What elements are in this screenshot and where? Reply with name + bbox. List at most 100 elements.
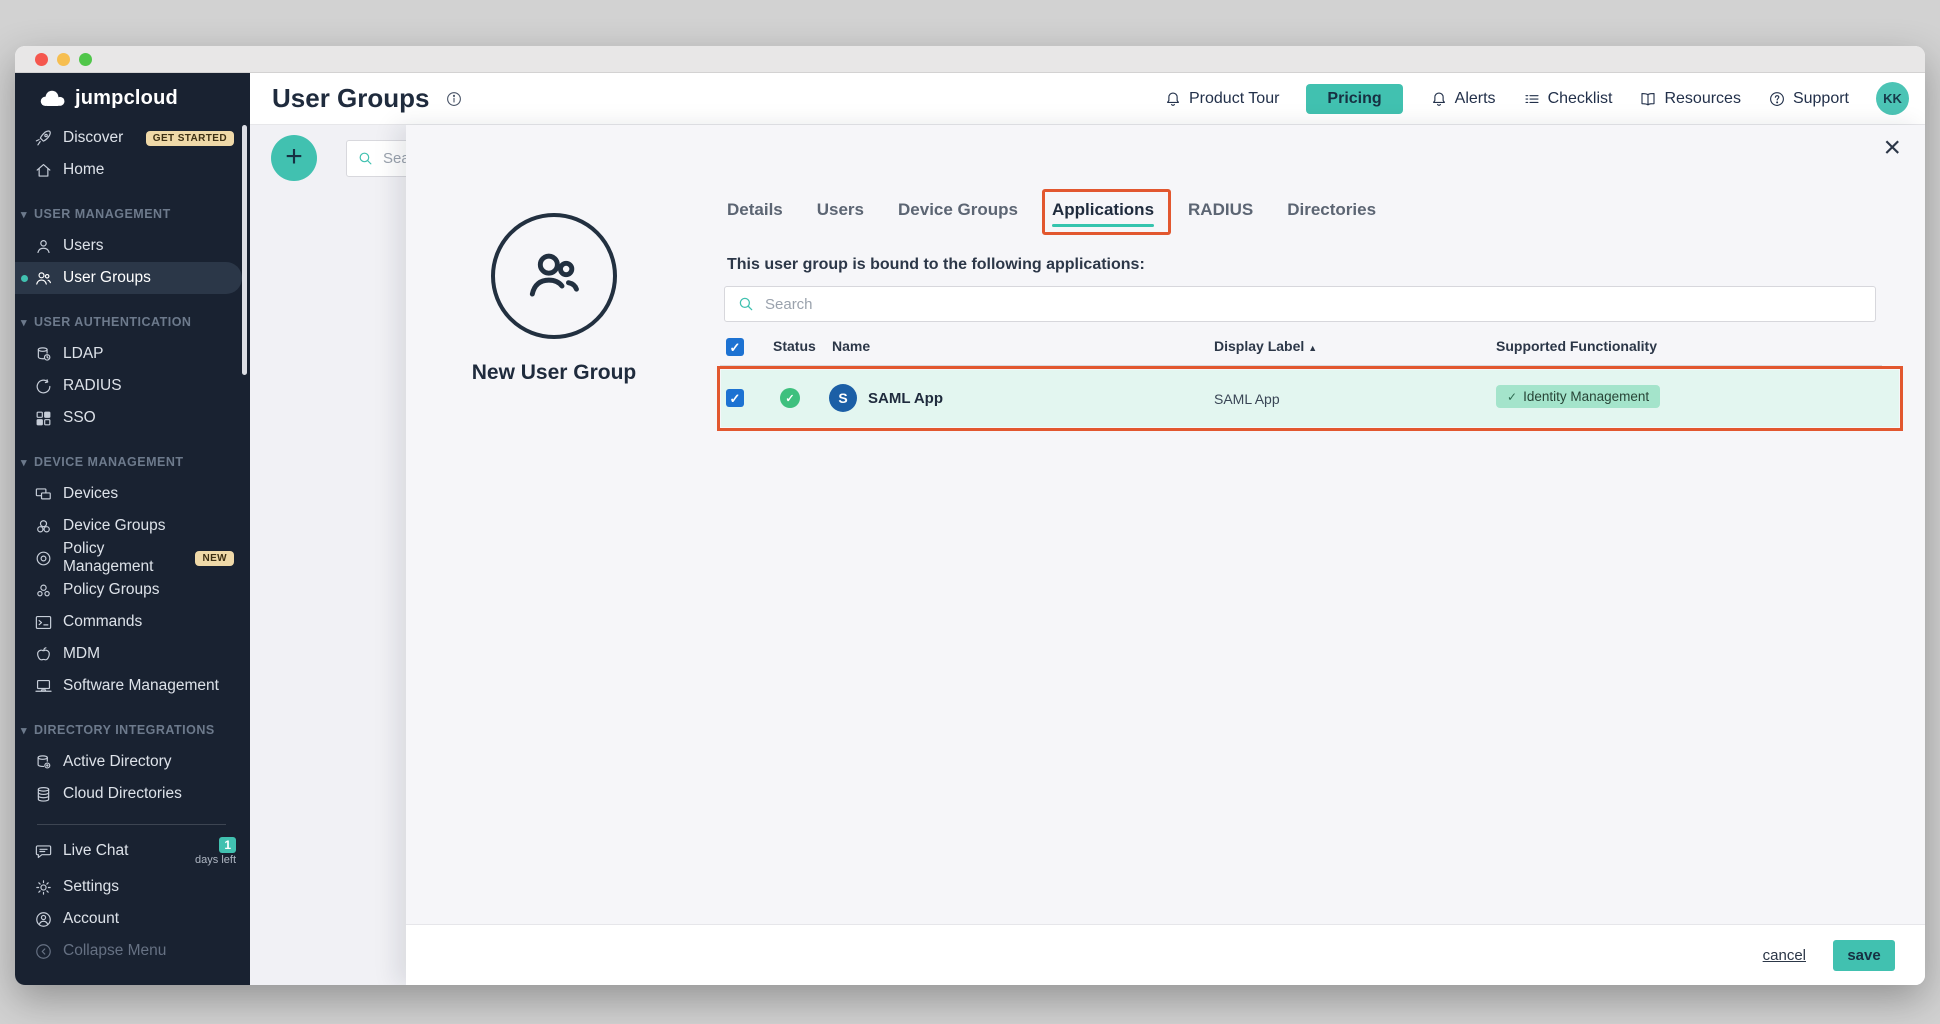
sidebar-item-label: Settings [63,878,120,895]
info-icon[interactable] [445,90,463,108]
section-title: DIRECTORY INTEGRATIONS [34,723,215,737]
resources-button[interactable]: Resources [1639,89,1741,108]
sidebar-item-policy-groups[interactable]: Policy Groups [15,574,250,606]
sidebar-section-user-management[interactable]: ▾ USER MANAGEMENT [15,198,250,230]
save-button[interactable]: save [1833,939,1895,971]
sidebar-item-mdm[interactable]: MDM [15,638,250,670]
sidebar-item-sso[interactable]: SSO [15,402,250,434]
tab-radius[interactable]: RADIUS [1188,200,1254,219]
stacked-disks-icon [34,785,53,804]
sidebar-item-label: Device Groups [63,517,166,534]
applications-search-input[interactable] [765,295,1863,313]
alerts-label: Alerts [1454,89,1496,107]
table-row[interactable] [721,370,1899,427]
sidebar-item-users[interactable]: Users [15,230,250,262]
alerts-button[interactable]: Alerts [1430,90,1496,108]
sidebar-item-account[interactable]: Account [15,903,250,935]
check-icon: ✓ [729,390,741,406]
support-button[interactable]: Support [1768,90,1849,108]
bell-icon [1164,90,1182,108]
sidebar-item-commands[interactable]: Commands [15,606,250,638]
panel-tabs: Details Users Device Groups Applications… [727,189,1377,235]
sidebar-item-label: Policy Management [63,540,154,575]
sidebar-item-label: Account [63,910,120,927]
pricing-button[interactable]: Pricing [1306,83,1403,114]
checklist-button[interactable]: Checklist [1523,90,1612,108]
chat-bubble-icon [34,842,53,861]
tab-device-groups[interactable]: Device Groups [898,200,1019,219]
sidebar-item-ldap[interactable]: LDAP [15,338,250,370]
section-title: USER MANAGEMENT [34,207,171,221]
group-name: New User Group [471,361,637,384]
column-header-status[interactable]: Status [773,338,816,354]
close-icon[interactable]: × [1883,131,1901,164]
sidebar-item-cloud-directories[interactable]: Cloud Directories [15,778,250,810]
check-icon: ✓ [1507,389,1518,404]
sidebar-item-collapse-menu[interactable]: Collapse Menu [15,935,250,967]
database-clock-icon [34,345,53,364]
bell-icon [1430,90,1448,108]
sidebar-item-active-directory[interactable]: Active Directory [15,746,250,778]
tab-details[interactable]: Details [727,200,783,219]
cancel-button[interactable]: cancel [1762,946,1806,964]
search-icon [357,150,374,167]
tab-users[interactable]: Users [816,200,865,219]
sidebar-item-label: User Groups [63,269,151,286]
sidebar-item-policy-management[interactable]: Policy Management NEW [15,540,250,575]
sidebar-item-device-groups[interactable]: Device Groups [15,510,250,542]
sidebar-item-user-groups[interactable]: User Groups [15,262,242,294]
search-icon [737,295,755,313]
book-icon [1639,90,1657,108]
app-window: jumpcloud Discover GET STARTED Home ▾ US… [15,46,1925,985]
radius-dial-icon [34,377,53,396]
sidebar-item-discover[interactable]: Discover GET STARTED [15,122,250,154]
select-all-checkbox[interactable]: ✓ [726,338,744,356]
home-icon [34,161,53,180]
sidebar-section-directory-integrations[interactable]: ▾ DIRECTORY INTEGRATIONS [15,714,250,746]
checklist-icon [1523,90,1541,108]
sort-asc-icon: ▲ [1308,343,1318,353]
days-left-label: days left [195,853,236,866]
column-header-name[interactable]: Name [832,338,871,354]
days-left-count-badge: 1 [219,836,236,853]
section-title: DEVICE MANAGEMENT [34,455,184,469]
question-circle-icon [1768,90,1786,108]
sidebar-item-label: Cloud Directories [63,785,182,802]
column-header-supported-functionality[interactable]: Supported Functionality [1496,338,1657,354]
sidebar-item-settings[interactable]: Settings [15,871,250,903]
app-name: SAML App [868,390,943,407]
apple-icon [34,645,53,664]
sidebar-item-home[interactable]: Home [15,154,250,186]
sidebar-section-device-management[interactable]: ▾ DEVICE MANAGEMENT [15,446,250,478]
check-icon: ✓ [729,339,741,355]
resources-label: Resources [1664,89,1741,107]
applications-search [724,286,1876,322]
sidebar-item-radius[interactable]: RADIUS [15,370,250,402]
jumpcloud-logo[interactable]: jumpcloud [15,73,250,116]
sidebar-item-label: Software Management [63,677,219,694]
sidebar-item-live-chat[interactable]: Live Chat 1 days left [15,831,250,871]
row-checkbox[interactable]: ✓ [726,389,744,407]
sidebar-item-software-management[interactable]: Software Management [15,670,250,702]
sidebar-item-label: Commands [63,613,143,630]
user-avatar[interactable]: KK [1876,82,1909,115]
minimize-window-button[interactable] [57,52,70,66]
plus-icon: + [285,139,303,173]
sidebar-item-label: Active Directory [63,753,172,770]
tab-directories[interactable]: Directories [1287,200,1377,219]
chevron-down-icon: ▾ [21,316,28,329]
sidebar-item-devices[interactable]: Devices [15,478,250,510]
page-header: User Groups Product Tour Pricing Alerts [250,73,1925,125]
zoom-window-button[interactable] [79,52,92,66]
sidebar-scrollbar-thumb[interactable] [242,125,247,375]
add-user-group-button[interactable]: + [271,135,317,181]
sidebar-section-user-authentication[interactable]: ▾ USER AUTHENTICATION [15,306,250,338]
product-tour-button[interactable]: Product Tour [1164,90,1279,108]
close-window-button[interactable] [35,52,48,66]
sidebar-item-label: SSO [63,409,96,426]
devices-icon [34,485,53,504]
tab-applications[interactable]: Applications [1042,189,1172,235]
rocket-icon [34,129,53,148]
column-header-display-label[interactable]: Display Label ▲ [1214,338,1317,354]
